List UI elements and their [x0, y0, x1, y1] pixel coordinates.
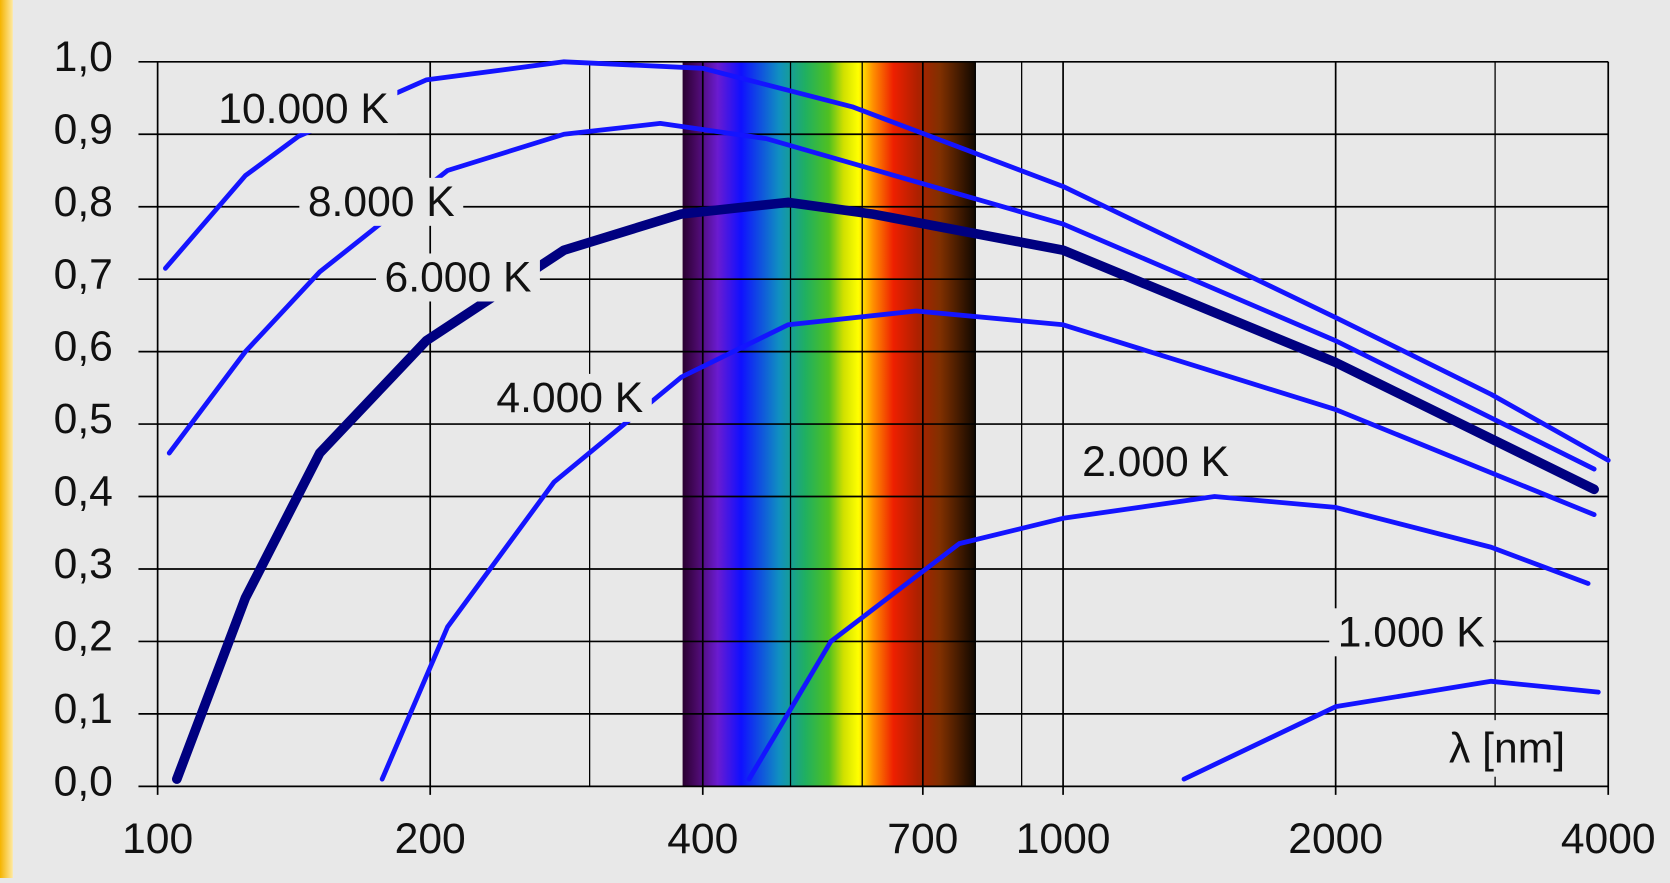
label-background	[487, 373, 652, 422]
label-background	[1073, 437, 1238, 486]
y-tick-label: 0,5	[54, 395, 113, 443]
y-tick-label: 0,2	[54, 613, 113, 661]
label-background	[1329, 608, 1494, 657]
x-tick-label: 700	[887, 815, 958, 863]
series-label: 4.000 K	[496, 374, 643, 422]
y-tick-label: 0,4	[54, 468, 113, 516]
x-tick-label: 4000	[1561, 815, 1656, 863]
label-background	[209, 85, 398, 134]
x-tick-label: 1000	[1016, 815, 1111, 863]
series-label: 8.000 K	[308, 178, 455, 226]
series-label: 6.000 K	[385, 253, 532, 301]
curve	[379, 308, 1597, 782]
label-background	[299, 177, 464, 226]
curve	[166, 120, 1597, 472]
y-tick-label: 0,1	[54, 685, 113, 733]
label-background	[376, 253, 540, 302]
y-tick-label: 0,6	[54, 323, 113, 371]
curve	[163, 59, 1611, 463]
y-tick-label: 1,0	[54, 33, 113, 81]
series-label: 2.000 K	[1082, 438, 1229, 486]
curve	[746, 494, 1591, 782]
y-tick-label: 0,9	[54, 105, 113, 153]
edge-strip	[0, 0, 13, 878]
curve	[172, 197, 1599, 784]
x-tick-label: 2000	[1288, 815, 1383, 863]
x-tick-label: 400	[667, 815, 738, 863]
y-tick-label: 0,8	[54, 178, 113, 226]
x-tick-label: 100	[122, 815, 193, 863]
y-tick-label: 0,3	[54, 540, 113, 588]
x-tick-label: 200	[395, 815, 466, 863]
series-label: 1.000 K	[1338, 608, 1485, 656]
x-axis-label: λ [nm]	[1449, 724, 1565, 772]
label-background	[1438, 720, 1576, 777]
curve	[1181, 678, 1601, 782]
series-label: 10.000 K	[218, 85, 389, 133]
y-tick-label: 0,0	[54, 757, 113, 805]
y-tick-label: 0,7	[54, 250, 113, 298]
